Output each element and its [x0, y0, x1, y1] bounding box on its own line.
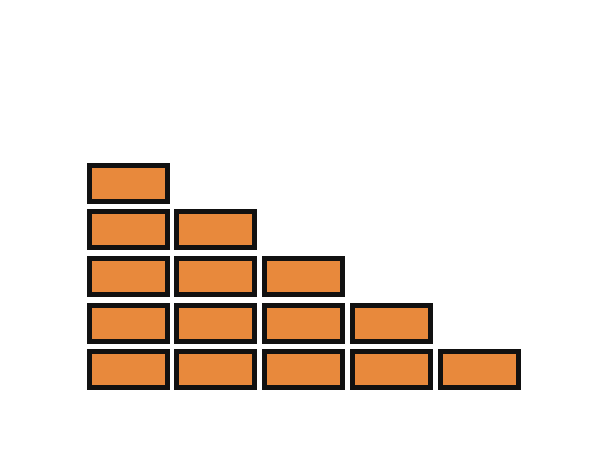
block-col1-row2 — [87, 303, 170, 344]
block-col5-row1 — [438, 349, 521, 390]
block-col3-row1 — [262, 349, 345, 390]
block-col2-row3 — [174, 256, 257, 297]
block-col3-row2 — [262, 303, 345, 344]
block-col2-row2 — [174, 303, 257, 344]
block-col3-row3 — [262, 256, 345, 297]
block-col1-row4 — [87, 209, 170, 250]
block-col2-row4 — [174, 209, 257, 250]
block-col1-row5 — [87, 163, 170, 204]
block-col4-row2 — [350, 303, 433, 344]
block-col2-row1 — [174, 349, 257, 390]
block-col1-row1 — [87, 349, 170, 390]
block-col1-row3 — [87, 256, 170, 297]
block-col4-row1 — [350, 349, 433, 390]
